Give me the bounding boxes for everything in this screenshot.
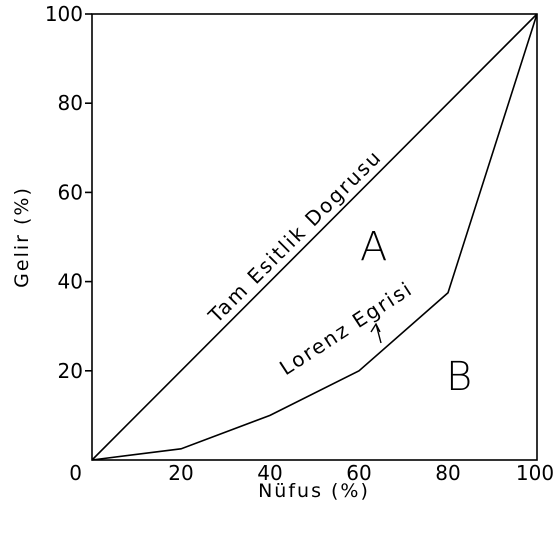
x-axis-title: Nüfus (%) (258, 480, 370, 502)
x-tick-label: 80 (435, 461, 460, 485)
y-tick-label: 20 (58, 359, 83, 383)
x-tick-label: 20 (168, 461, 193, 485)
series-layer (91, 13, 538, 461)
region-b-label: B (446, 354, 472, 400)
y-tick-label: 60 (58, 180, 83, 204)
lorenz-curve-label: Lorenz Egrisi (275, 276, 417, 380)
y-tick-group: 20 40 60 80 100 (45, 2, 92, 383)
x-tick-label: 60 (346, 461, 371, 485)
y-tick-label: 40 (58, 270, 83, 294)
x-tick-group: 0 20 40 60 80 100 (69, 461, 554, 485)
equality-line-label: Tam Esitlik Dogrusu (203, 145, 387, 329)
plot-frame (91, 13, 538, 461)
x-tick-label: 0 (69, 461, 82, 485)
equality-line (91, 13, 538, 461)
lorenz-pointer-arrow (370, 322, 382, 344)
y-tick-label: 80 (58, 91, 83, 115)
y-tick-label: 100 (45, 2, 83, 26)
y-axis-title: Gelir (%) (11, 186, 33, 288)
region-a-label: A (360, 224, 387, 270)
lorenz-curve (91, 13, 538, 461)
x-tick-label: 40 (257, 461, 282, 485)
x-tick-label: 100 (516, 461, 554, 485)
